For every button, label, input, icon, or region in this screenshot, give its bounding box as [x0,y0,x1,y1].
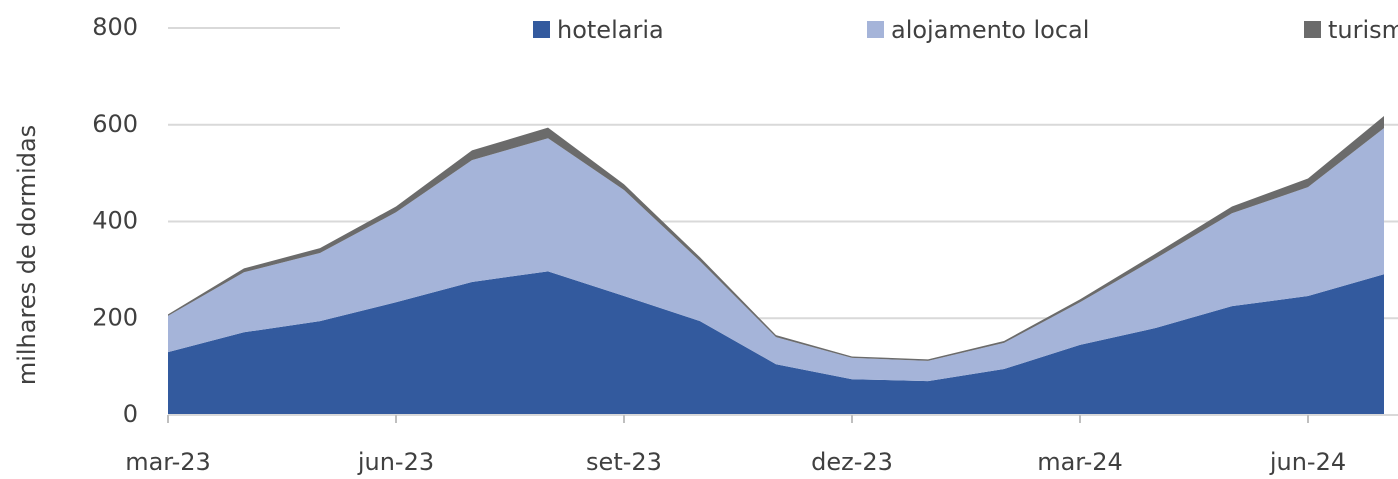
area [168,128,1384,382]
area [168,116,1384,361]
x-tick-label: jun-23 [357,448,434,476]
legend-label: hotelaria [557,16,664,44]
x-tick-label: jun-24 [1269,448,1346,476]
x-tick-label: set-23 [586,448,662,476]
legend-swatch [533,21,550,38]
y-tick-label: 400 [92,207,138,235]
y-tick-label: 200 [92,303,138,331]
area [168,271,1384,415]
legend-label: turism [1328,16,1398,44]
legend-swatch [1304,21,1321,38]
x-tick-label: dez-23 [811,448,893,476]
legend-swatch [867,21,884,38]
x-tick-label: mar-23 [125,448,211,476]
x-tick-label: mar-24 [1037,448,1123,476]
y-tick-label: 600 [92,110,138,138]
y-tick-label: 800 [92,13,138,41]
y-axis-label: milhares de dormidas [13,125,41,385]
legend-label: alojamento local [891,16,1089,44]
y-tick-label: 0 [123,400,138,428]
